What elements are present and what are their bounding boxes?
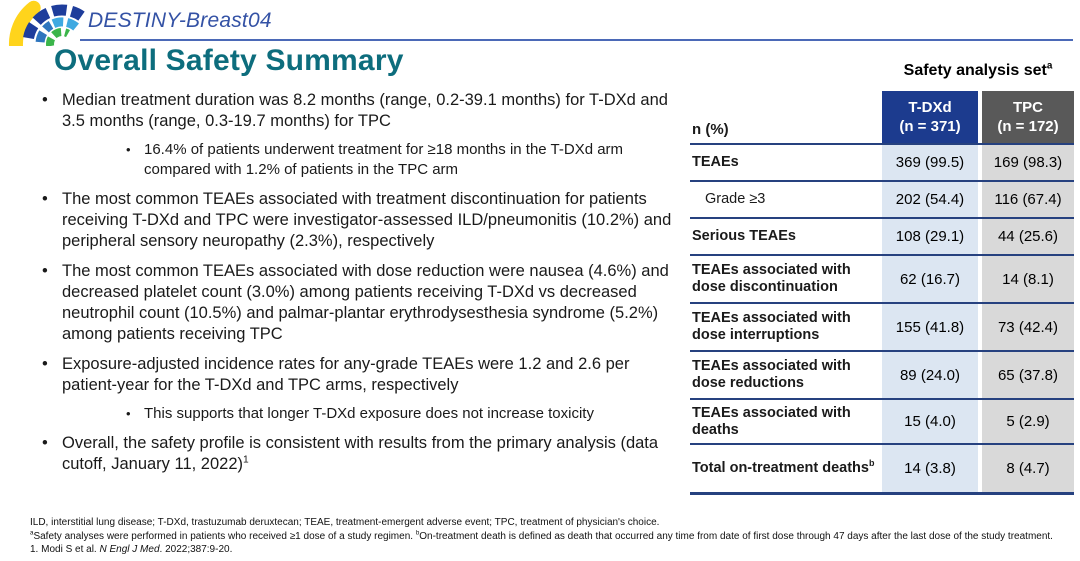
- caption-superscript: a: [1046, 60, 1053, 72]
- table-row: TEAEs 369 (99.5) 169 (98.3): [690, 145, 1074, 182]
- column-header-tdxd: T-DXd (n = 371): [882, 91, 978, 143]
- row-label: TEAEs associated with deaths: [692, 404, 851, 438]
- bullet-text: Overall, the safety profile is consisten…: [62, 434, 659, 473]
- row-label: Grade ≥3: [705, 191, 766, 207]
- table-row: TEAEs associated with dose interruptions…: [690, 304, 1074, 352]
- row-header-label: n (%): [692, 121, 729, 138]
- cell-tdxd: 15 (4.0): [882, 400, 978, 443]
- bullet-item: Median treatment duration was 8.2 months…: [36, 90, 672, 180]
- table-row: Grade ≥3 202 (54.4) 116 (67.4): [690, 182, 1074, 219]
- sub-bullet-list: This supports that longer T-DXd exposure…: [124, 404, 672, 424]
- reference-journal: N Engl J Med: [99, 544, 160, 555]
- bullet-text: Median treatment duration was 8.2 months…: [62, 91, 668, 130]
- bullet-list: Median treatment duration was 8.2 months…: [36, 90, 672, 484]
- sub-bullet-text: This supports that longer T-DXd exposure…: [144, 405, 594, 422]
- reference-superscript: 1: [243, 454, 249, 466]
- cell-tdxd: 155 (41.8): [882, 304, 978, 350]
- bullet-text: The most common TEAEs associated with do…: [62, 262, 669, 343]
- row-label: TEAEs associated with dose interruptions: [692, 310, 851, 343]
- fan-arc-logo-icon: [0, 0, 90, 58]
- cell-tdxd: 89 (24.0): [882, 352, 978, 398]
- column-sublabel: (n = 172): [997, 118, 1059, 135]
- cell-tpc: 116 (67.4): [982, 182, 1074, 217]
- table-row: TEAEs associated with dose discontinuati…: [690, 256, 1074, 304]
- bullet-text: The most common TEAEs associated with tr…: [62, 190, 672, 250]
- cell-tdxd: 108 (29.1): [882, 219, 978, 254]
- row-label: Serious TEAEs: [692, 228, 796, 244]
- safety-table-section: Safety analysis seta n (%) T-DXd (n = 37…: [690, 60, 1074, 495]
- bullet-item: The most common TEAEs associated with do…: [36, 261, 672, 345]
- footnote-sup-a: a: [30, 529, 34, 537]
- cell-tpc: 14 (8.1): [982, 256, 1074, 302]
- table-row: Total on-treatment deathsb 14 (3.8) 8 (4…: [690, 445, 1074, 495]
- cell-tpc: 65 (37.8): [982, 352, 1074, 398]
- bullet-item: Overall, the safety profile is consisten…: [36, 433, 672, 475]
- column-label: TPC: [1013, 99, 1043, 116]
- sub-bullet-item: 16.4% of patients underwent treatment fo…: [124, 140, 672, 180]
- table-row: TEAEs associated with deaths 15 (4.0) 5 …: [690, 400, 1074, 445]
- cell-tpc: 44 (25.6): [982, 219, 1074, 254]
- cell-tpc: 5 (2.9): [982, 400, 1074, 443]
- bullet-item: Exposure-adjusted incidence rates for an…: [36, 354, 672, 424]
- column-header-tpc: TPC (n = 172): [982, 91, 1074, 143]
- cell-tdxd: 369 (99.5): [882, 145, 978, 180]
- sub-bullet-item: This supports that longer T-DXd exposure…: [124, 404, 672, 424]
- cell-tpc: 8 (4.7): [982, 445, 1074, 492]
- cell-tdxd: 62 (16.7): [882, 256, 978, 302]
- reference-prefix: 1. Modi S et al.: [30, 544, 100, 555]
- page-title: Overall Safety Summary: [54, 44, 404, 77]
- footnote-abbreviations: ILD, interstitial lung disease; T-DXd, t…: [30, 517, 660, 528]
- cell-tpc: 73 (42.4): [982, 304, 1074, 350]
- table-row: TEAEs associated with dose reductions 89…: [690, 352, 1074, 400]
- row-label: TEAEs associated with dose reductions: [692, 358, 851, 391]
- footnote-note-b: On-treatment death is defined as death t…: [419, 530, 1053, 542]
- table-header-row: n (%) T-DXd (n = 371) TPC (n = 172): [690, 91, 1074, 145]
- reference-suffix: . 2022;387:9-20.: [159, 544, 233, 555]
- row-label: Total on-treatment deathsb: [690, 445, 882, 492]
- row-label-text: Total on-treatment deaths: [692, 460, 869, 476]
- study-name: DESTINY-Breast04: [88, 9, 272, 32]
- column-label: T-DXd: [908, 99, 952, 116]
- bullet-item: The most common TEAEs associated with tr…: [36, 189, 672, 252]
- row-label: TEAEs associated with dose discontinuati…: [692, 262, 851, 295]
- table-row: Serious TEAEs 108 (29.1) 44 (25.6): [690, 219, 1074, 256]
- cell-tdxd: 202 (54.4): [882, 182, 978, 217]
- cell-tpc: 169 (98.3): [982, 145, 1074, 180]
- footnotes: ILD, interstitial lung disease; T-DXd, t…: [30, 516, 1075, 557]
- footnote-notes: aSafety analyses were performed in patie…: [30, 530, 1075, 544]
- row-label-superscript: b: [868, 458, 875, 469]
- cell-tdxd: 14 (3.8): [882, 445, 978, 492]
- footnote-note-a: Safety analyses were performed in patien…: [33, 530, 416, 542]
- table-caption-text: Safety analysis set: [903, 62, 1047, 79]
- footnote-reference: 1. Modi S et al. N Engl J Med. 2022;387:…: [30, 543, 1075, 557]
- sub-bullet-list: 16.4% of patients underwent treatment fo…: [124, 140, 672, 180]
- table-caption: Safety analysis seta: [882, 60, 1074, 80]
- sub-bullet-text: 16.4% of patients underwent treatment fo…: [144, 141, 624, 178]
- row-label: TEAEs: [692, 154, 739, 170]
- footnote-sup-b: b: [415, 529, 420, 537]
- bullet-text: Exposure-adjusted incidence rates for an…: [62, 355, 630, 394]
- safety-table: n (%) T-DXd (n = 371) TPC (n = 172) TEAE…: [690, 91, 1074, 495]
- column-sublabel: (n = 371): [899, 118, 961, 135]
- header-divider: [80, 39, 1073, 41]
